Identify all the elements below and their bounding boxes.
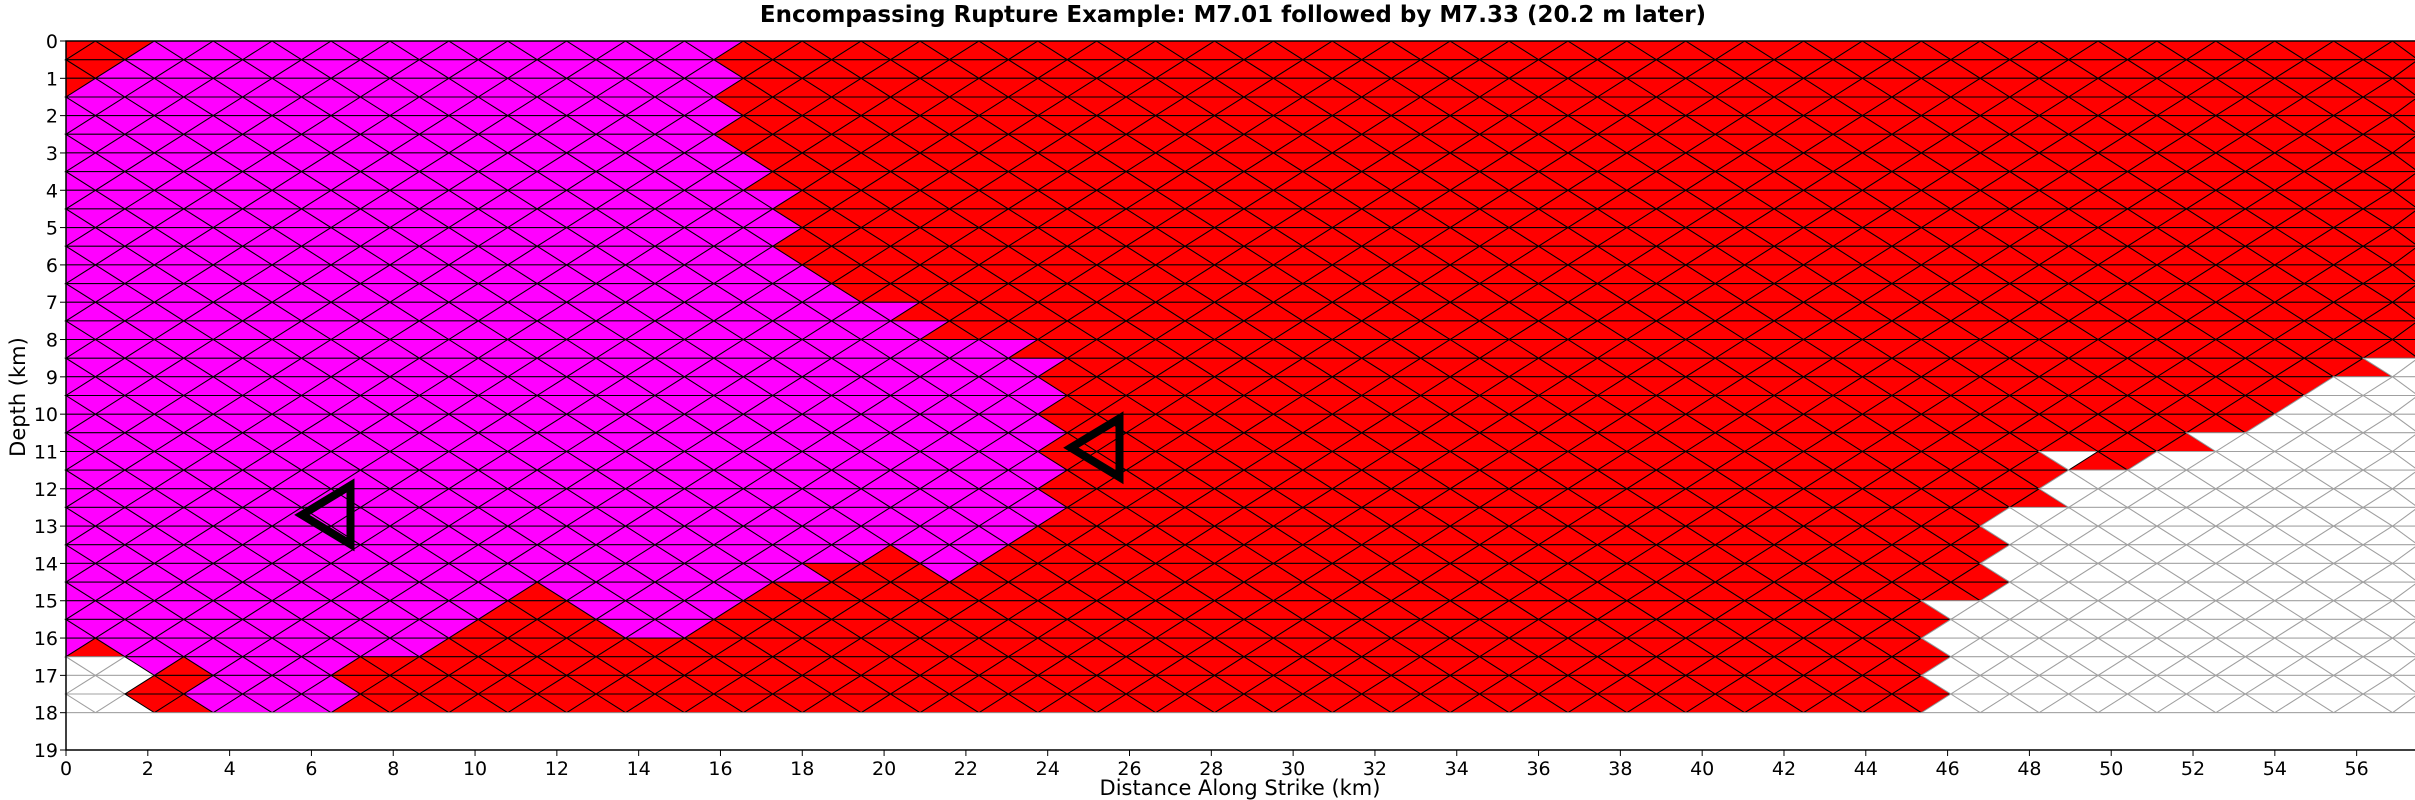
- y-tick-label: 19: [34, 740, 58, 762]
- x-axis: 0 2 4 6 8 10 12 14 16 18 20 22 24 26 28 30 32 34 36 38 40 42 4…: [60, 750, 2369, 780]
- x-tick-label: 26: [1117, 758, 1141, 780]
- y-tick-label: 8: [46, 330, 58, 352]
- mesh-cell-unruptured: [2391, 376, 2415, 394]
- x-tick-label: 8: [387, 758, 399, 780]
- x-tick-label: 54: [2263, 758, 2287, 780]
- mesh-cell-unruptured: [2391, 600, 2415, 618]
- y-tick-label: 15: [34, 591, 58, 613]
- x-tick-label: 56: [2345, 758, 2369, 780]
- chart-title: Encompassing Rupture Example: M7.01 foll…: [760, 2, 1706, 28]
- x-tick-label: 6: [305, 758, 317, 780]
- y-tick-label: 6: [46, 255, 58, 277]
- mesh-cell-second-rupture: [2391, 152, 2415, 171]
- x-tick-label: 50: [2099, 758, 2123, 780]
- x-tick-label: 20: [872, 758, 896, 780]
- x-tick-label: 34: [1445, 758, 1469, 780]
- x-tick-label: 24: [1036, 758, 1060, 780]
- unmeshed-depth-band: [65, 712, 2415, 751]
- hypocenters: [294, 411, 1124, 552]
- depth-band-below-mesh: [65, 712, 2415, 751]
- x-tick-label: 32: [1363, 758, 1387, 780]
- y-axis-label: Depth (km): [6, 337, 30, 457]
- y-tick-label: 1: [46, 68, 58, 90]
- mesh-cell-unruptured: [2391, 525, 2415, 544]
- mesh-cell-second-rupture: [2391, 301, 2415, 320]
- x-tick-label: 44: [1854, 758, 1878, 780]
- fault-mesh: [64, 40, 2415, 714]
- mesh-cell-second-rupture: [2391, 77, 2415, 96]
- mesh-cell-second-rupture: [2391, 264, 2415, 283]
- mesh-cell-unruptured: [2391, 488, 2415, 506]
- y-tick-label: 16: [34, 628, 58, 650]
- mesh-cell-unruptured: [2391, 413, 2415, 432]
- x-tick-label: 14: [627, 758, 651, 780]
- y-tick-label: 5: [46, 218, 58, 240]
- mesh-cell-second-rupture: [2391, 339, 2415, 357]
- x-tick-label: 0: [60, 758, 72, 780]
- x-tick-label: 4: [224, 758, 236, 780]
- y-tick-label: 10: [34, 404, 58, 426]
- y-tick-label: 4: [46, 180, 58, 202]
- mesh-cell-second-rupture: [2391, 115, 2415, 133]
- y-tick-label: 13: [34, 516, 58, 538]
- x-tick-label: 2: [142, 758, 154, 780]
- mesh-cell-second-rupture: [2391, 189, 2415, 208]
- x-tick-label: 18: [790, 758, 814, 780]
- x-tick-label: 10: [463, 758, 487, 780]
- y-tick-label: 12: [34, 479, 58, 501]
- x-tick-label: 12: [545, 758, 569, 780]
- mesh-cell-unruptured: [2391, 674, 2415, 693]
- x-tick-label: 36: [1526, 758, 1550, 780]
- x-tick-label: 52: [2181, 758, 2205, 780]
- mesh-cell-unruptured: [2391, 637, 2415, 656]
- mesh-cell-unruptured: [2391, 562, 2415, 581]
- x-tick-label: 48: [2017, 758, 2041, 780]
- y-tick-label: 0: [46, 31, 58, 53]
- x-tick-label: 42: [1772, 758, 1796, 780]
- x-tick-label: 30: [1281, 758, 1305, 780]
- x-tick-label: 38: [1608, 758, 1632, 780]
- mesh-cell-unruptured: [2391, 451, 2415, 469]
- y-tick-label: 18: [34, 703, 58, 725]
- x-tick-label: 16: [708, 758, 732, 780]
- hypocenter-marker-m7-01: [294, 478, 355, 552]
- y-tick-label: 3: [46, 143, 58, 165]
- x-tick-label: 28: [1199, 758, 1223, 780]
- y-tick-label: 11: [34, 441, 58, 463]
- x-tick-label: 22: [954, 758, 978, 780]
- plot-frame: [65, 40, 2415, 751]
- x-axis-label: Distance Along Strike (km): [1100, 776, 1381, 800]
- y-tick-label: 17: [34, 665, 58, 687]
- hypocenter-marker-m7-33: [1063, 411, 1124, 485]
- y-tick-label: 7: [46, 292, 58, 314]
- mesh-cell-second-rupture: [2391, 227, 2415, 245]
- y-tick-label: 2: [46, 106, 58, 128]
- y-tick-label: 14: [34, 553, 58, 575]
- x-tick-label: 46: [1936, 758, 1960, 780]
- y-tick-label: 9: [46, 367, 58, 389]
- x-tick-label: 40: [1690, 758, 1714, 780]
